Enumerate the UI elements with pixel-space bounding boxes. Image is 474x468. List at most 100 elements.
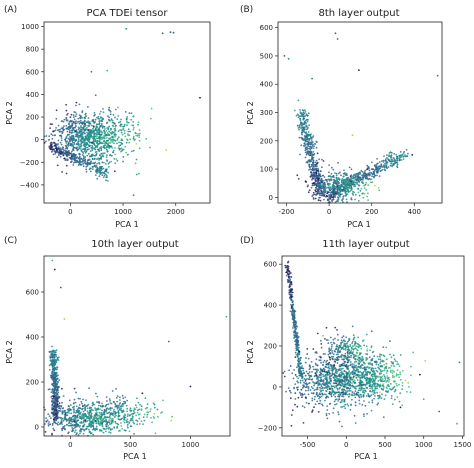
data-point [126,407,129,410]
data-point [330,385,333,387]
data-point [55,419,57,422]
data-point [55,388,58,391]
data-point [302,127,304,129]
data-point [337,400,340,402]
data-point [102,419,105,421]
data-point [303,120,306,123]
y-tick-label: 100 [260,166,273,174]
data-point [293,331,295,334]
data-point [383,155,385,158]
data-point [51,345,53,348]
data-point [70,137,73,140]
data-point [291,291,294,294]
data-point [342,172,345,175]
data-point [73,420,76,423]
data-point [363,171,366,174]
data-point [341,401,343,403]
data-point [300,372,303,375]
outlier-point [161,32,164,35]
outlier-point [59,286,62,289]
data-point [313,168,316,171]
data-point [64,150,67,153]
data-point [353,379,356,382]
data-point [80,163,83,166]
data-point [304,151,307,154]
data-point [291,312,293,314]
data-point [68,133,71,136]
data-point [62,419,65,422]
data-point [71,150,73,153]
data-point [376,158,378,160]
data-point [100,152,103,155]
data-point [332,353,335,356]
data-point [113,127,116,130]
data-point [350,182,352,185]
data-point [311,152,313,155]
data-point [323,359,326,362]
data-point [67,137,70,140]
data-point [100,429,103,432]
data-point [68,420,71,422]
data-point [65,109,68,112]
data-point [91,136,94,138]
data-point [122,127,125,130]
data-point [319,389,322,391]
data-point [370,178,373,181]
data-point [343,362,346,365]
data-point [345,188,348,191]
data-point [49,123,52,125]
data-point [308,378,310,381]
data-point [75,113,78,115]
data-point [146,411,149,414]
data-point [93,114,95,117]
data-point [92,139,95,142]
data-point [385,358,388,361]
panel-d: (D) 11th layer output PCA 1 PCA 2 -500 0 5… [240,236,471,461]
data-point [355,367,358,369]
data-point [125,404,128,407]
data-point [370,181,372,184]
data-point [328,377,331,380]
data-point [58,402,61,404]
data-point [311,173,313,176]
data-point [296,405,299,408]
data-point [52,415,55,417]
data-point [113,408,115,411]
data-point [307,191,310,194]
data-point [328,196,331,199]
data-point [318,359,321,362]
data-point [129,138,132,141]
data-point [142,416,145,418]
data-point [133,126,135,129]
data-point [376,174,378,177]
data-point [289,296,291,299]
data-point [348,187,351,189]
data-point [94,419,97,422]
data-point [321,387,324,389]
data-point [91,144,93,147]
data-point [297,339,300,342]
data-point [91,153,94,156]
data-point [326,409,329,411]
data-point [337,161,339,164]
data-point [108,166,110,168]
data-point [286,279,289,281]
points-layer [43,259,228,437]
data-point [327,186,329,189]
data-point [319,399,322,402]
data-point [95,153,98,156]
data-point [137,121,140,124]
data-point [92,417,95,420]
data-point [295,325,298,327]
data-point [319,386,321,389]
data-point [109,127,112,130]
data-point [54,391,57,394]
data-point [70,156,72,159]
data-point [63,152,66,154]
data-point [325,361,328,363]
data-point [82,410,85,413]
data-point [317,167,319,170]
data-point [369,174,371,176]
data-point [89,122,92,125]
data-point [320,387,323,390]
